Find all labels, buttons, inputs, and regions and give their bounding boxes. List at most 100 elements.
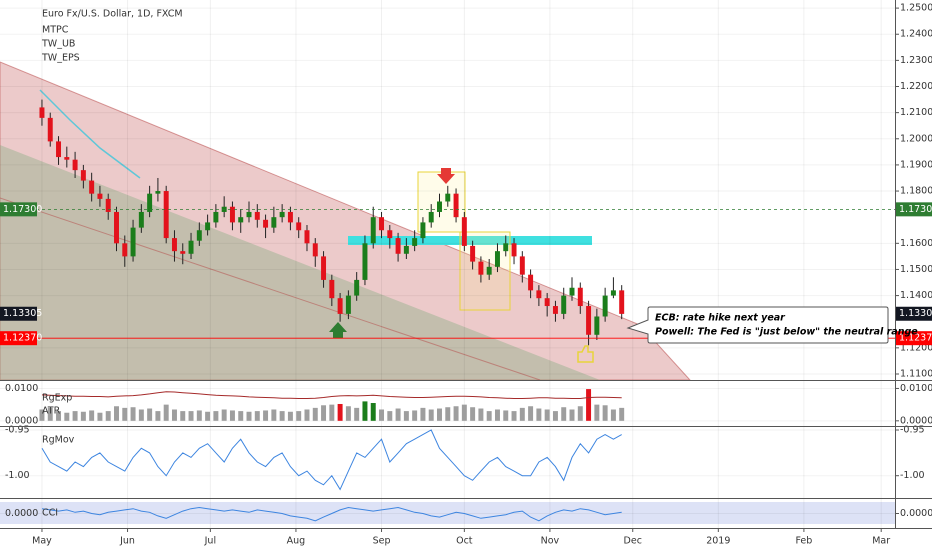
histogram-bar — [89, 410, 95, 421]
annotation-box — [626, 306, 889, 344]
x-tick-label: Nov — [541, 536, 560, 547]
candle-body — [594, 316, 600, 335]
annotation-line: ECB: rate hike next year — [655, 313, 786, 324]
histogram-bar — [594, 404, 600, 421]
histogram-bar — [337, 403, 343, 421]
histogram-bar — [171, 409, 177, 421]
histogram-bar — [304, 409, 310, 421]
x-tick-label: Jul — [204, 536, 216, 547]
x-tick-label: Dec — [624, 536, 642, 547]
cyan-zone — [348, 236, 592, 245]
candle-body — [147, 193, 153, 212]
histogram-bar — [122, 407, 128, 421]
histogram-bar — [296, 411, 302, 421]
y-tick-label: 1.14000 — [900, 290, 932, 301]
histogram-bar — [279, 411, 285, 421]
candle-body — [561, 295, 567, 314]
candle-body — [47, 117, 53, 142]
y-tick-label: -0.95 — [5, 425, 30, 436]
x-tick-label: Oct — [456, 536, 473, 547]
y-tick-label: 0.0000 — [900, 415, 932, 426]
histogram-bar — [395, 408, 401, 421]
y-tick-label: 1.22000 — [900, 81, 932, 92]
price-label: 1.12370 — [899, 333, 932, 344]
histogram-bar — [428, 409, 434, 421]
candle-body — [544, 298, 550, 307]
annotation-line: Powell: The Fed is "just below" the neut… — [655, 327, 918, 338]
cci-band — [0, 502, 895, 524]
candle-body — [387, 230, 393, 239]
indicator-name: MTPC — [42, 25, 69, 36]
histogram-bar — [238, 411, 244, 421]
histogram-bar — [437, 408, 442, 421]
histogram-bar — [287, 411, 293, 421]
candle-body — [321, 256, 327, 280]
y-tick-label: 1.23000 — [900, 55, 932, 66]
histogram-bar — [56, 411, 62, 421]
candle-body — [39, 107, 45, 118]
histogram-bar — [246, 411, 252, 421]
candle-body — [246, 211, 252, 218]
histogram-bar — [64, 412, 70, 421]
candle-body — [519, 256, 525, 275]
candle-body — [105, 198, 111, 212]
histogram-bar — [80, 411, 86, 421]
x-tick-label: May — [32, 536, 52, 547]
y-tick-label: 1.18000 — [900, 186, 932, 197]
candle-body — [345, 295, 351, 314]
histogram-bar — [345, 406, 351, 421]
candle-body — [437, 201, 442, 212]
histogram-bar — [205, 411, 211, 421]
histogram-bar — [412, 410, 418, 421]
histogram-bar — [362, 401, 368, 421]
candle-body — [461, 217, 467, 246]
histogram-bar — [453, 406, 459, 421]
histogram-bar — [221, 409, 227, 421]
histogram-bar — [528, 406, 534, 421]
moving-average — [39, 89, 141, 179]
candle-body — [296, 222, 302, 231]
indicator-line — [41, 506, 622, 522]
histogram-bar — [403, 411, 409, 421]
histogram-bar — [577, 406, 583, 421]
candle-body — [114, 211, 119, 244]
y-tick-label: 1.19000 — [900, 159, 932, 170]
candle-body — [610, 290, 616, 296]
histogram-bar — [312, 407, 318, 421]
candle-body — [213, 211, 219, 223]
histogram-bar — [105, 411, 111, 421]
histogram-bar — [486, 411, 492, 421]
indicator-name: TW_UB — [41, 39, 75, 50]
candle-body — [503, 243, 509, 252]
candle-body — [163, 191, 169, 239]
candle-body — [470, 245, 476, 262]
y-tick-label: 1.12000 — [900, 342, 932, 353]
histogram-bar — [420, 407, 426, 421]
candle-body — [122, 243, 128, 257]
candle-body — [254, 211, 260, 220]
highlight-box — [459, 231, 511, 311]
candle-body — [428, 211, 434, 223]
channel-line — [0, 197, 541, 381]
price-label-box — [896, 306, 932, 321]
candle-body — [287, 211, 293, 223]
candle-body — [412, 238, 418, 246]
histogram-bar — [544, 409, 550, 421]
candle-body — [528, 274, 534, 291]
histogram-bar — [155, 411, 161, 421]
histogram-bar — [387, 411, 393, 421]
price-label: 1.17300 — [3, 204, 42, 215]
candle-body — [511, 243, 517, 257]
histogram-bar — [97, 412, 103, 421]
price-label-box — [0, 306, 37, 321]
histogram-bar — [72, 411, 78, 421]
histogram-bar — [114, 406, 119, 421]
histogram-bar — [47, 407, 53, 421]
histogram-bar — [39, 409, 45, 421]
pane-name: RgMov — [42, 435, 75, 446]
candle-body — [72, 159, 78, 171]
candle-body — [56, 141, 62, 158]
price-label-box — [0, 202, 37, 217]
up-arrow — [329, 322, 347, 338]
